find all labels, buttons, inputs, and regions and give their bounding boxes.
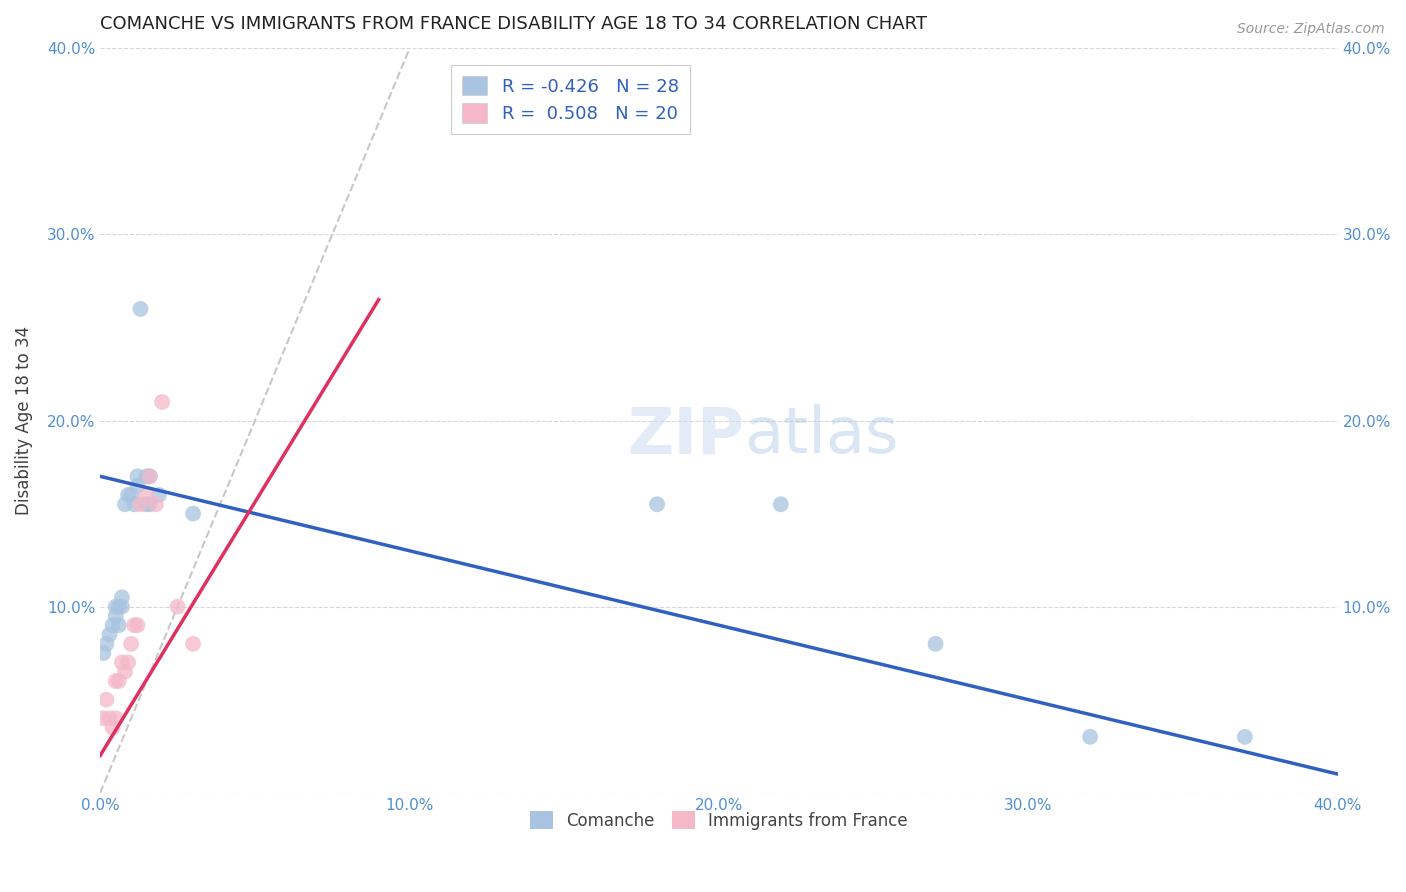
Y-axis label: Disability Age 18 to 34: Disability Age 18 to 34 [15,326,32,515]
Point [139,469,162,483]
Point [104,673,127,688]
Point [98,711,121,725]
Point [181,507,204,521]
Point [120,488,142,502]
Point [127,469,149,483]
Point [139,497,162,511]
Point [111,591,134,605]
Point [1078,730,1101,744]
Text: ZIP: ZIP [627,404,744,467]
Point [148,488,170,502]
Point [117,488,139,502]
Point [124,618,146,632]
Point [645,497,668,511]
Point [108,673,131,688]
Text: atlas: atlas [744,404,898,467]
Point [127,618,149,632]
Point [104,711,127,725]
Point [111,599,134,614]
Point [96,637,118,651]
Point [129,497,152,511]
Legend: Comanche, Immigrants from France: Comanche, Immigrants from France [523,805,915,837]
Point [150,395,173,409]
Point [104,599,127,614]
Point [117,656,139,670]
Point [98,627,121,641]
Point [181,637,204,651]
Point [129,301,152,316]
Point [104,608,127,623]
Point [145,497,167,511]
Point [120,637,142,651]
Point [135,497,157,511]
Text: Source: ZipAtlas.com: Source: ZipAtlas.com [1237,22,1385,37]
Point [139,469,162,483]
Point [924,637,946,651]
Point [96,692,118,706]
Point [135,488,157,502]
Point [166,599,188,614]
Point [114,497,136,511]
Point [124,497,146,511]
Point [1233,730,1256,744]
Point [108,599,131,614]
Text: COMANCHE VS IMMIGRANTS FROM FRANCE DISABILITY AGE 18 TO 34 CORRELATION CHART: COMANCHE VS IMMIGRANTS FROM FRANCE DISAB… [100,15,927,33]
Point [769,497,792,511]
Point [127,478,149,492]
Point [111,656,134,670]
Point [114,665,136,679]
Point [135,469,157,483]
Point [101,721,124,735]
Point [108,618,131,632]
Point [101,618,124,632]
Point [93,711,115,725]
Point [93,646,115,660]
